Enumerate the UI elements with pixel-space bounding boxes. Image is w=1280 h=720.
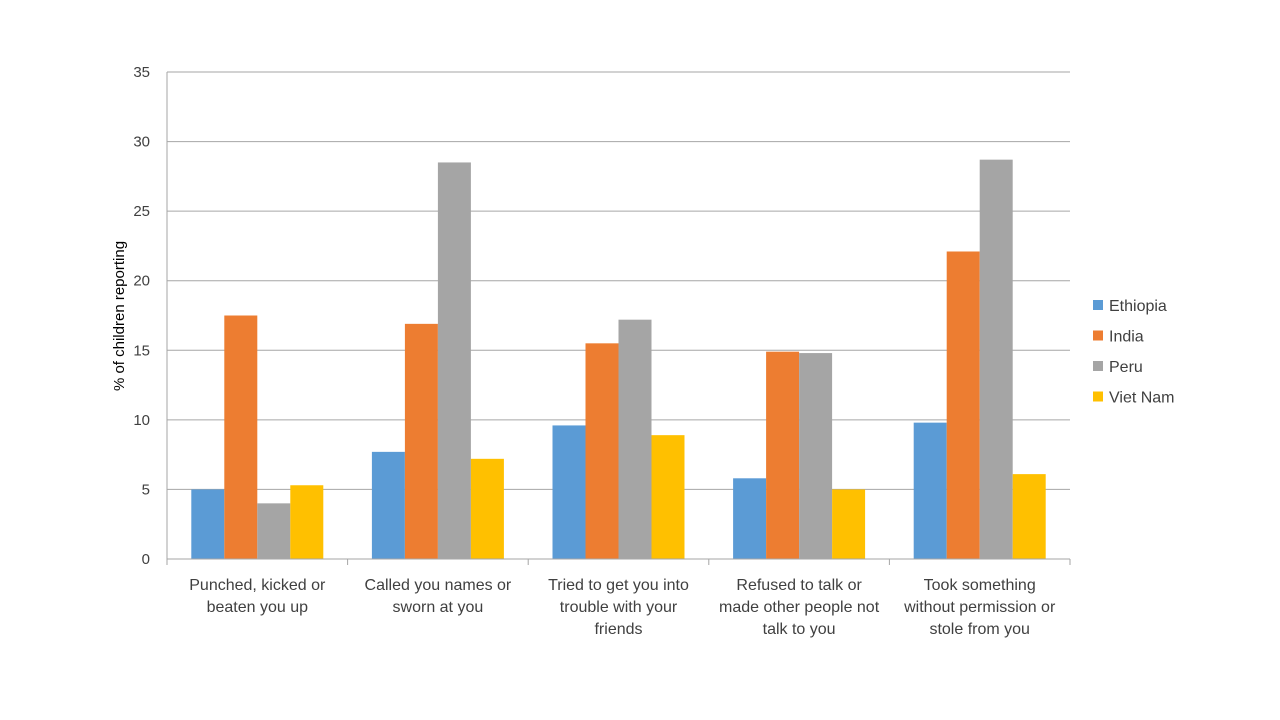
y-tick-label: 15: [133, 342, 150, 359]
y-tick-label: 25: [133, 203, 150, 220]
bar-ethiopia: [552, 425, 586, 559]
legend-label: India: [1109, 329, 1144, 346]
bar-india: [224, 315, 258, 559]
bar-india: [766, 351, 800, 559]
bar-peru: [257, 503, 291, 559]
bar-ethiopia: [733, 478, 767, 559]
bars: [191, 159, 1046, 559]
y-axis-title: % of children reporting: [111, 241, 128, 391]
bar-ethiopia: [371, 451, 405, 559]
bar-india: [404, 323, 438, 559]
bar-viet-nam: [1012, 474, 1046, 559]
bar-peru: [799, 353, 833, 559]
legend-label: Viet Nam: [1109, 390, 1175, 407]
bar-ethiopia: [913, 422, 947, 559]
bar-india: [946, 251, 980, 559]
y-tick-label: 5: [142, 481, 150, 498]
x-category-label: Tried to get you into trouble with your fr…: [548, 577, 689, 638]
legend-label: Ethiopia: [1109, 298, 1167, 315]
bar-viet-nam: [470, 458, 504, 559]
x-category-label: Took something without permission or stole…: [903, 577, 1056, 638]
y-tick-label: 0: [142, 551, 150, 568]
bar-peru: [979, 159, 1013, 559]
axis-labels: 0 5 10 15 20 25 30 35 Punched, kicked or beaten y…: [133, 64, 1056, 638]
legend-swatch-viet-nam: [1093, 391, 1103, 402]
x-category-label: Refused to talk or made other people not t…: [719, 577, 880, 638]
bar-ethiopia: [191, 489, 225, 559]
y-tick-label: 35: [133, 64, 150, 81]
axes: [166, 72, 1071, 565]
bar-peru: [618, 319, 652, 559]
x-category-label: Called you names or sworn at you: [365, 577, 512, 616]
y-tick-label: 30: [133, 134, 150, 151]
bar-viet-nam: [651, 435, 685, 559]
x-category-label: Punched, kicked or beaten you up: [189, 577, 326, 616]
legend-swatch-india: [1093, 330, 1103, 341]
y-tick-label: 10: [133, 412, 150, 429]
bar-viet-nam: [832, 489, 866, 559]
bar-peru: [437, 162, 471, 559]
legend: Ethiopia India Peru Viet Nam: [1093, 298, 1175, 407]
legend-swatch-ethiopia: [1093, 300, 1103, 310]
bar-india: [585, 343, 619, 559]
legend-swatch-peru: [1093, 361, 1103, 371]
bar-viet-nam: [290, 485, 324, 559]
y-tick-label: 20: [133, 273, 150, 290]
legend-label: Peru: [1109, 359, 1143, 376]
